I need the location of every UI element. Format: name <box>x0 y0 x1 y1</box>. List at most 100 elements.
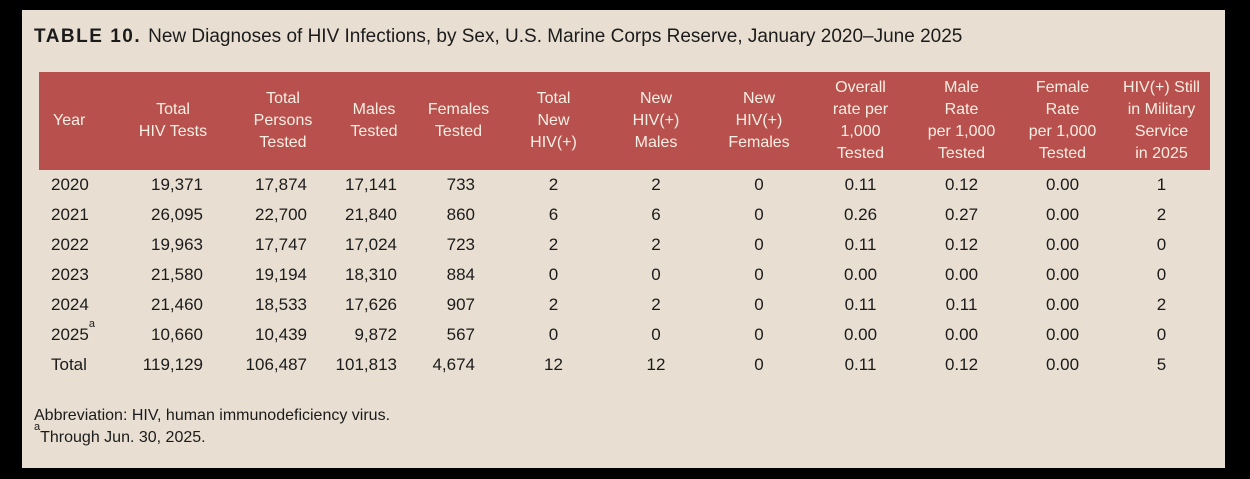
cell-new-hiv-females: 0 <box>754 355 764 374</box>
table-title-text: New Diagnoses of HIV Infections, by Sex,… <box>148 26 963 47</box>
cell-total-new-hiv: 2 <box>548 175 559 194</box>
col-header-year: Year <box>39 72 114 170</box>
cell-male-rate: 0.12 <box>944 355 979 374</box>
cell-males-tested: 21,840 <box>345 205 397 224</box>
superscript-marker: a <box>88 318 95 331</box>
cell-still-in-service: 2 <box>1156 205 1167 224</box>
table-number-label: TABLE 10. <box>34 26 142 47</box>
col-header-male-rate: Male Rate per 1,000 Tested <box>911 72 1012 170</box>
cell-males-tested: 9,872 <box>354 325 397 344</box>
cell-total-hiv-tests: 21,580 <box>151 265 203 284</box>
cell-females-tested: 884 <box>446 265 475 284</box>
cell-still-in-service: 0 <box>1156 325 1167 344</box>
cell-new-hiv-females: 0 <box>754 235 764 254</box>
table-header: Year Total HIV Tests Total Persons Teste… <box>39 72 1210 170</box>
cell-females-tested: 733 <box>446 175 475 194</box>
cell-new-hiv-females: 0 <box>754 265 764 284</box>
col-header-females-tested: Females Tested <box>414 72 503 170</box>
cell-new-hiv-males: 2 <box>651 175 661 194</box>
cell-male-rate: 0.12 <box>944 235 979 254</box>
col-header-males-tested: Males Tested <box>334 72 414 170</box>
cell-overall-rate: 0.11 <box>844 175 877 194</box>
cell-year: 2025a <box>51 318 95 344</box>
footnote-marker: a <box>34 420 41 433</box>
cell-total-persons-tested: 17,874 <box>255 175 307 194</box>
page-background: TABLE 10. New Diagnoses of HIV Infections… <box>22 10 1225 468</box>
cell-total-persons-tested: 10,439 <box>255 325 307 344</box>
cell-male-rate: 0.12 <box>944 175 979 194</box>
cell-still-in-service: 0 <box>1156 265 1167 284</box>
cell-year: 2024 <box>51 295 89 314</box>
cell-overall-rate: 0.26 <box>843 205 878 224</box>
col-header-overall-rate: Overall rate per 1,000 Tested <box>810 72 911 170</box>
table-row: 2021 26,095 22,700 21,840 860 6 6 0 0.26 0.27 0.00… <box>39 200 1210 230</box>
col-header-new-hiv-males: New HIV(+) Males <box>604 72 708 170</box>
cell-year: 2023 <box>51 265 89 284</box>
cell-female-rate: 0.00 <box>1045 235 1080 254</box>
cell-year: 2020 <box>51 175 89 194</box>
cell-total-hiv-tests: 21,460 <box>151 295 203 314</box>
cell-total-new-hiv: 12 <box>544 355 563 374</box>
footnote-text: Through Jun. 30, 2025. <box>40 429 206 446</box>
cell-total-new-hiv: 6 <box>548 205 559 224</box>
cell-male-rate: 0.00 <box>944 325 979 344</box>
cell-total-new-hiv: 0 <box>548 325 559 344</box>
cell-male-rate: 0.00 <box>944 265 979 284</box>
table-row: 2024 21,460 18,533 17,626 907 2 2 0 0.11 0.11 0.00… <box>39 290 1210 320</box>
cell-males-tested: 17,626 <box>345 295 397 314</box>
cell-new-hiv-females: 0 <box>754 175 764 194</box>
cell-overall-rate: 0.11 <box>844 295 877 314</box>
footnotes: Abbreviation: HIV, human immunodeficienc… <box>34 405 390 449</box>
cell-still-in-service: 2 <box>1156 295 1167 314</box>
cell-females-tested: 567 <box>446 325 475 344</box>
hiv-diagnoses-table: Year Total HIV Tests Total Persons Teste… <box>39 72 1210 380</box>
cell-female-rate: 0.00 <box>1045 355 1080 374</box>
cell-overall-rate: 0.11 <box>844 355 877 374</box>
cell-females-tested: 860 <box>446 205 475 224</box>
cell-new-hiv-males: 2 <box>651 235 661 254</box>
cell-female-rate: 0.00 <box>1045 175 1080 194</box>
cell-new-hiv-males: 2 <box>651 295 661 314</box>
cell-still-in-service: 1 <box>1156 175 1167 194</box>
table-row: 2023 21,580 19,194 18,310 884 0 0 0 0.00 0.00 0.00… <box>39 260 1210 290</box>
cell-total-hiv-tests: 19,371 <box>151 175 203 194</box>
col-header-new-hiv-females: New HIV(+) Females <box>708 72 810 170</box>
cell-new-hiv-females: 0 <box>754 325 764 344</box>
cell-male-rate: 0.11 <box>945 295 978 314</box>
cell-overall-rate: 0.00 <box>843 265 878 284</box>
abbreviation-note: Abbreviation: HIV, human immunodeficienc… <box>34 407 391 424</box>
cell-new-hiv-males: 12 <box>646 355 666 374</box>
cell-total-new-hiv: 2 <box>548 295 559 314</box>
cell-females-tested: 907 <box>446 295 475 314</box>
cell-total-hiv-tests: 26,095 <box>151 205 203 224</box>
cell-total-hiv-tests: 19,963 <box>151 235 203 254</box>
table-row: 2025a 10,660 10,439 9,872 567 0 0 0 0.00 0.00 0.00… <box>39 318 1210 350</box>
cell-still-in-service: 5 <box>1156 355 1167 374</box>
cell-males-tested: 17,024 <box>345 235 397 254</box>
cell-male-rate: 0.27 <box>944 205 979 224</box>
table-row: Total 119,129 106,487 101,813 4,674 12 12 0 0.11… <box>39 350 1210 380</box>
cell-males-tested: 18,310 <box>345 265 397 284</box>
header-row: Year Total HIV Tests Total Persons Teste… <box>39 72 1210 170</box>
cell-year: 2021 <box>51 205 89 224</box>
table-body: 2020 19,371 17,874 17,141 733 2 2 0 0.11 0.12 0.00… <box>39 170 1210 380</box>
cell-year: 2022 <box>51 235 89 254</box>
cell-total-new-hiv: 0 <box>548 265 559 284</box>
cell-total-persons-tested: 19,194 <box>255 265 307 284</box>
cell-female-rate: 0.00 <box>1045 265 1080 284</box>
cell-males-tested: 17,141 <box>345 175 397 194</box>
cell-still-in-service: 0 <box>1156 235 1167 254</box>
col-header-total-new-hiv: Total New HIV(+) <box>503 72 604 170</box>
cell-females-tested: 4,674 <box>432 355 475 374</box>
cell-total-persons-tested: 22,700 <box>255 205 307 224</box>
cell-new-hiv-females: 0 <box>754 205 764 224</box>
cell-total-hiv-tests: 119,129 <box>142 355 203 374</box>
cell-overall-rate: 0.11 <box>844 235 877 254</box>
footnote-a: aThrough Jun. 30, 2025. <box>34 421 390 449</box>
cell-new-hiv-males: 0 <box>651 325 661 344</box>
cell-total-hiv-tests: 10,660 <box>151 325 203 344</box>
table-title: TABLE 10. New Diagnoses of HIV Infections… <box>34 25 962 49</box>
cell-females-tested: 723 <box>446 235 475 254</box>
cell-overall-rate: 0.00 <box>843 325 878 344</box>
